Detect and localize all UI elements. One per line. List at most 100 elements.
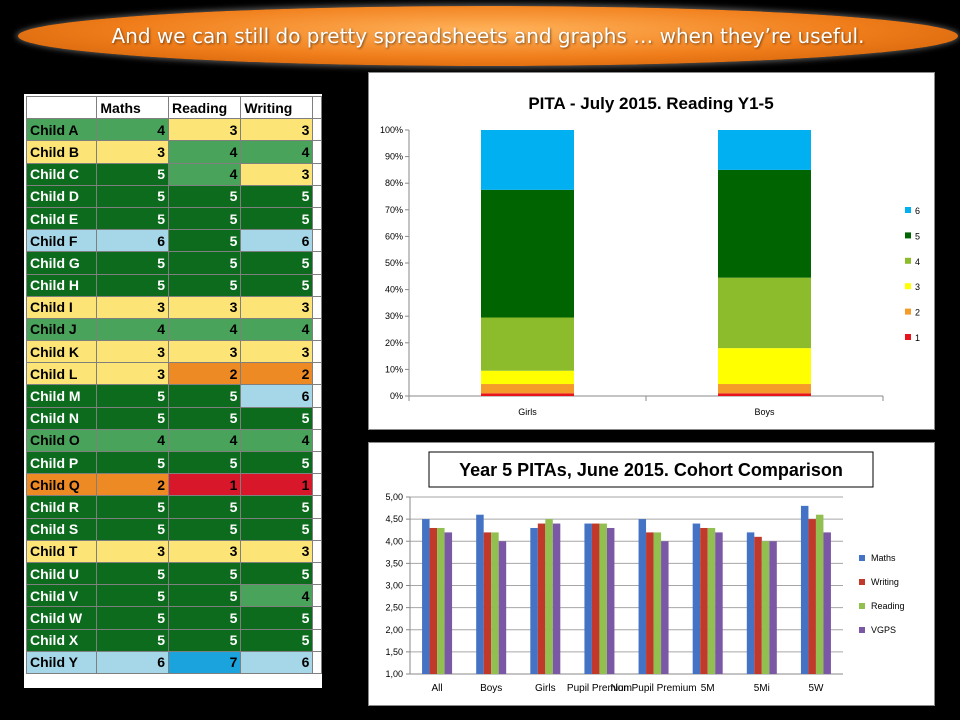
cohort-bar <box>800 505 809 674</box>
edge-cell <box>312 606 322 630</box>
cohort-bar <box>491 532 499 674</box>
cohort-bar <box>591 523 600 674</box>
grade-cell: 2 <box>96 473 169 497</box>
stacked-bar-segment <box>481 370 574 385</box>
grade-cell: 3 <box>96 340 169 364</box>
child-name-cell: Child N <box>25 406 98 430</box>
child-name-cell: Child A <box>25 118 98 142</box>
child-name-cell: Child H <box>25 273 98 297</box>
legend-label: Maths <box>871 553 896 563</box>
grade-cell: 5 <box>240 206 314 231</box>
cohort-bar <box>707 527 716 674</box>
stacked-bar-segment <box>718 348 811 385</box>
y-tick-label: 70% <box>385 205 403 215</box>
grade-cell: 6 <box>240 384 314 408</box>
grade-cell: 2 <box>240 362 314 386</box>
grade-cell: 5 <box>240 517 314 541</box>
cohort-comparison-chart-panel: Year 5 PITAs, June 2015. Cohort Comparis… <box>368 442 935 706</box>
grade-cell: 2 <box>167 362 242 386</box>
edge-cell <box>312 362 322 386</box>
grade-cell: 5 <box>96 162 169 186</box>
edge-cell <box>312 406 322 430</box>
stacked-bar-segment <box>481 189 574 318</box>
header-blank-cell <box>25 95 98 120</box>
edge-cell <box>312 539 322 563</box>
legend-swatch <box>859 555 865 561</box>
stacked-bar-segment <box>718 384 811 394</box>
grade-cell: 5 <box>96 406 169 430</box>
x-category-label: Girls <box>535 683 556 694</box>
child-name-cell: Child U <box>25 561 98 586</box>
child-name-cell: Child W <box>25 606 98 630</box>
x-category-label: All <box>432 683 443 694</box>
legend-swatch <box>905 283 911 290</box>
grade-cell: 5 <box>167 561 242 586</box>
legend-label: 4 <box>915 257 920 267</box>
grade-cell: 5 <box>167 273 242 297</box>
stacked-bar-segment <box>718 169 811 278</box>
child-name-cell: Child E <box>25 206 98 231</box>
child-name-cell: Child K <box>25 340 98 364</box>
banner-title: And we can still do pretty spreadsheets … <box>111 24 865 48</box>
legend-swatch <box>859 603 865 609</box>
grade-cell: 4 <box>240 140 314 164</box>
y-tick-label: 5,00 <box>385 492 403 502</box>
grade-cell: 5 <box>167 584 242 608</box>
grade-cell: 4 <box>96 317 169 342</box>
grade-cell: 5 <box>240 184 314 208</box>
edge-cell <box>312 184 322 208</box>
chart-title: PITA - July 2015. Reading Y1-5 <box>528 94 773 113</box>
y-tick-label: 3,50 <box>385 558 403 568</box>
grade-cell: 5 <box>240 251 314 275</box>
x-category-label: 5W <box>808 683 824 694</box>
y-tick-label: 0% <box>390 391 403 401</box>
cohort-bar <box>437 527 445 674</box>
legend-label: 1 <box>915 333 920 343</box>
edge-cell <box>312 340 322 364</box>
cohort-bar <box>599 523 607 674</box>
column-header: Maths <box>96 95 169 120</box>
grade-cell: 5 <box>240 561 314 586</box>
stacked-bar-segment <box>481 130 574 190</box>
y-tick-label: 50% <box>385 258 403 268</box>
grade-cell: 3 <box>167 118 242 142</box>
y-tick-label: 100% <box>380 125 403 135</box>
legend-label: 2 <box>915 308 920 318</box>
y-tick-label: 1,00 <box>385 669 403 679</box>
stacked-bar-segment <box>718 393 811 396</box>
stacked-bar-segment <box>481 393 574 396</box>
grade-cell: 4 <box>240 584 314 608</box>
child-name-cell: Child F <box>25 229 98 253</box>
legend-label: VGPS <box>871 625 896 635</box>
grade-cell: 5 <box>96 251 169 275</box>
cohort-bar <box>815 514 824 674</box>
child-name-cell: Child S <box>25 517 98 541</box>
grade-cell: 5 <box>96 450 169 475</box>
edge-cell <box>312 95 322 120</box>
legend-label: 5 <box>915 231 920 241</box>
child-name-cell: Child L <box>25 362 98 386</box>
grade-cell: 5 <box>167 606 242 630</box>
x-category-label: Girls <box>518 407 537 417</box>
grade-cell: 5 <box>167 628 242 652</box>
edge-cell <box>312 561 322 586</box>
child-name-cell: Child X <box>25 628 98 652</box>
y-tick-label: 20% <box>385 338 403 348</box>
child-name-cell: Child G <box>25 251 98 275</box>
edge-cell <box>312 384 322 408</box>
